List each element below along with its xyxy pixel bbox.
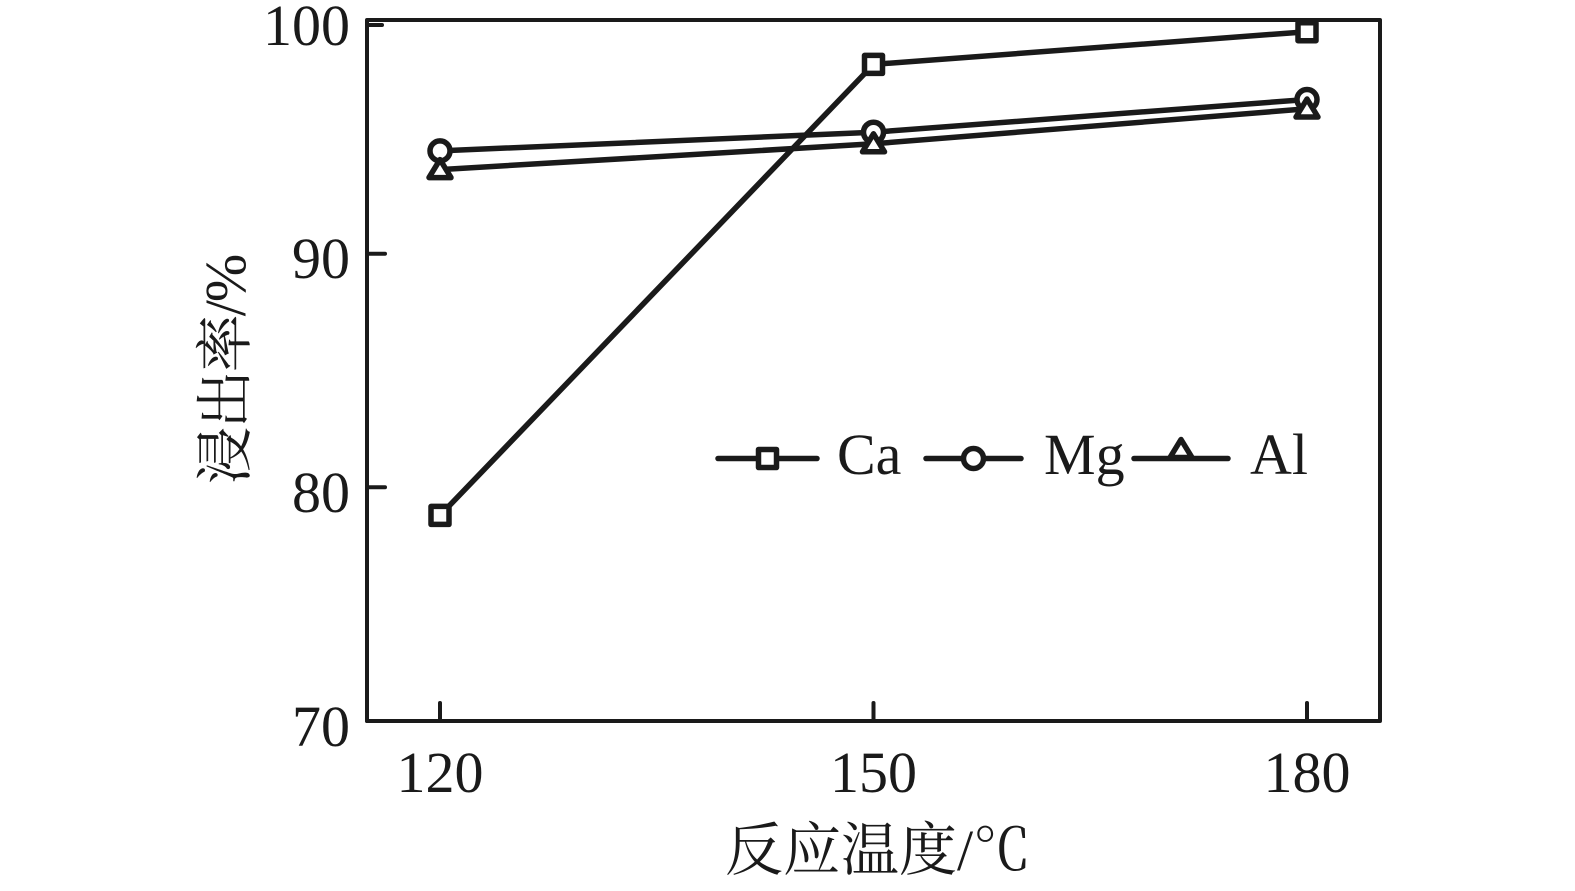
svg-text:Ca: Ca (837, 422, 901, 487)
svg-text:Al: Al (1250, 422, 1308, 487)
svg-text:Mg: Mg (1044, 422, 1125, 487)
